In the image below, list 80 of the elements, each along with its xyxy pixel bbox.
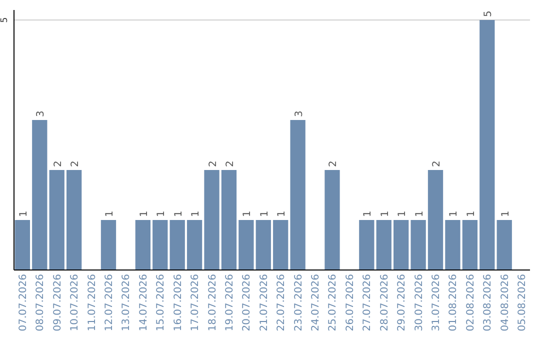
data-label: 1: [242, 210, 254, 217]
x-tick-label: 01.08.2026: [448, 274, 460, 332]
bar: [394, 220, 409, 270]
x-tick-label: 11.07.2026: [86, 274, 98, 332]
x-tick-label: 28.07.2026: [379, 274, 390, 332]
x-tick-label: 31.07.2026: [431, 274, 442, 332]
data-label: 1: [276, 210, 288, 217]
data-label: 1: [156, 210, 168, 217]
data-label: 2: [432, 160, 443, 167]
x-tick-label: 14.07.2026: [138, 274, 150, 332]
bar: [66, 170, 82, 270]
data-label: 2: [70, 160, 82, 167]
x-tick-label: 15.07.2026: [156, 274, 167, 332]
bar: [135, 220, 150, 270]
x-tick-label: 22.07.2026: [276, 274, 288, 332]
data-label: 1: [380, 210, 391, 217]
data-label: 5: [483, 10, 494, 17]
x-tick-label: 03.08.2026: [482, 274, 494, 332]
bar: [152, 220, 168, 270]
bar: [170, 220, 185, 270]
x-tick-label: 25.07.2026: [328, 274, 339, 332]
x-tick-label: 13.07.2026: [121, 274, 132, 332]
x-tick-label: 21.07.2026: [258, 274, 270, 332]
data-label: 1: [414, 210, 426, 217]
x-tick-label: 02.08.2026: [465, 274, 476, 332]
x-tick-label: 19.07.2026: [224, 274, 236, 332]
x-tick-label: 24.07.2026: [310, 274, 322, 332]
bar: [480, 20, 495, 270]
data-label: 1: [18, 210, 30, 217]
x-tick-label: 26.07.2026: [344, 274, 356, 332]
bar: [428, 170, 444, 270]
data-label: 2: [208, 160, 219, 167]
x-tick-label: 23.07.2026: [293, 274, 304, 332]
data-label: 1: [259, 210, 270, 217]
x-tick-label: 29.07.2026: [396, 274, 408, 332]
bar: [186, 220, 202, 270]
x-tick-label: 07.07.2026: [18, 274, 29, 332]
data-label: 1: [138, 210, 150, 217]
data-label: 1: [173, 210, 184, 217]
data-label: 1: [448, 210, 460, 217]
bar: [445, 220, 460, 270]
bar: [359, 220, 374, 270]
x-tick-label: 18.07.2026: [207, 274, 218, 332]
x-tick-label: 04.08.2026: [500, 274, 511, 332]
data-label: 1: [362, 210, 374, 217]
bar: [238, 220, 254, 270]
data-label: 1: [104, 210, 116, 217]
x-tick-label: 12.07.2026: [104, 274, 115, 332]
data-label: 2: [52, 160, 64, 167]
x-tick-label: 08.07.2026: [35, 274, 46, 332]
bar: [410, 220, 426, 270]
data-label: 3: [36, 110, 47, 117]
bar: [290, 120, 306, 270]
bar: [376, 220, 392, 270]
x-tick-label: 16.07.2026: [172, 274, 184, 332]
data-label: 2: [328, 160, 340, 167]
bar: [49, 170, 64, 270]
data-label: 3: [294, 110, 305, 117]
data-label: 1: [397, 210, 408, 217]
bar: [324, 170, 340, 270]
bar: [496, 220, 512, 270]
bar: [462, 220, 478, 270]
bar: [100, 220, 116, 270]
bar: [14, 220, 30, 270]
bar: [204, 170, 220, 270]
bar: [273, 220, 288, 270]
bar: [221, 170, 237, 270]
x-tick-label: 30.07.2026: [414, 274, 425, 332]
bar: [256, 220, 271, 270]
data-label: 1: [190, 210, 202, 217]
x-tick-label: 10.07.2026: [70, 274, 81, 332]
bar: [32, 120, 48, 270]
x-tick-label: 20.07.2026: [242, 274, 253, 332]
x-tick-label: 05.08.2026: [517, 274, 528, 332]
x-tick-label: 27.07.2026: [362, 274, 374, 332]
data-label: 2: [224, 160, 236, 167]
data-label: 1: [466, 210, 477, 217]
data-label: 1: [500, 210, 512, 217]
x-tick-label: 09.07.2026: [52, 274, 64, 332]
x-tick-label: 17.07.2026: [190, 274, 202, 332]
